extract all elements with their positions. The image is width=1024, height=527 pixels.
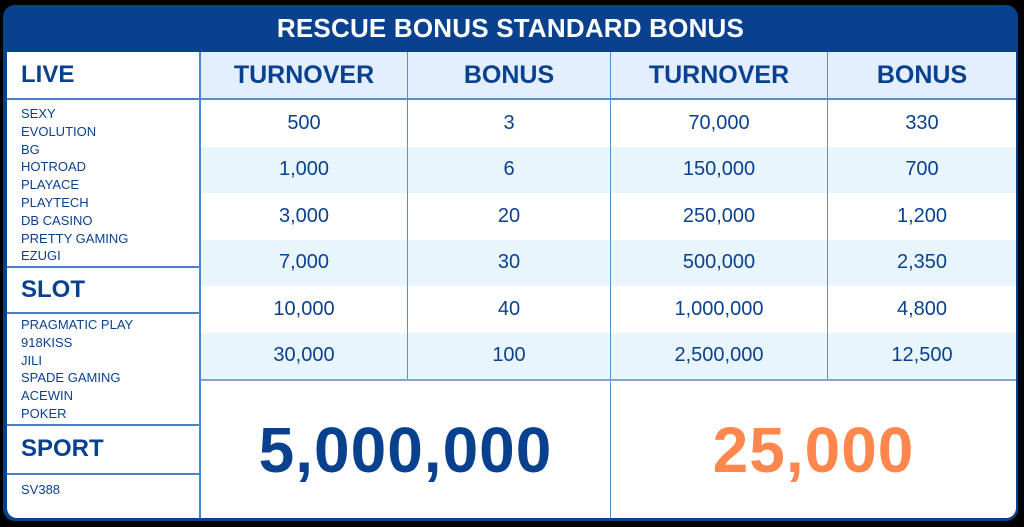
- cell: 3,000: [201, 193, 408, 240]
- cell: 4,800: [896, 297, 948, 320]
- table-row: 1,000 6 150,000 700: [201, 146, 1016, 193]
- provider-item: EVOLUTION: [21, 123, 97, 139]
- category-slot-providers: PRAGMATIC PLAY 918KISS JILI SPADE GAMING…: [7, 316, 199, 423]
- total-turnover: 5,000,000: [201, 381, 611, 518]
- cell: 30,000: [201, 332, 408, 379]
- provider-item: SV388: [21, 482, 61, 497]
- table-header: TURNOVER BONUS TURNOVER BONUS: [201, 52, 1016, 100]
- header-bonus-standard: BONUS: [876, 60, 968, 89]
- provider-item: PRETTY GAMING: [21, 230, 129, 246]
- provider-item: HOTROAD: [21, 159, 86, 175]
- divider: [7, 98, 199, 100]
- provider-item: PLAYACE: [21, 177, 80, 193]
- cell: 30: [408, 239, 611, 286]
- category-live-heading: LIVE: [21, 61, 75, 88]
- category-sport-heading: SPORT: [21, 435, 104, 462]
- provider-item: PLAYTECH: [21, 194, 89, 210]
- table-row: 500 3 70,000 330: [201, 100, 1016, 147]
- bonus-table: TURNOVER BONUS TURNOVER BONUS 500 3 70,0…: [201, 52, 1016, 385]
- cell: 150,000: [611, 146, 828, 193]
- cell: 700: [905, 158, 939, 181]
- table-body: 500 3 70,000 330 1,000 6 150,000 700 3,0…: [201, 100, 1016, 379]
- cell: 40: [408, 286, 611, 333]
- header-turnover-standard: TURNOVER: [611, 52, 828, 98]
- cell: 2,500,000: [611, 332, 828, 379]
- cell: 12,500: [891, 344, 953, 367]
- cell: 3: [408, 100, 611, 147]
- table-row: 7,000 30 500,000 2,350: [201, 239, 1016, 286]
- cell: 2,350: [896, 251, 948, 274]
- cell: 1,200: [896, 204, 948, 227]
- table-row: 30,000 100 2,500,000 12,500: [201, 332, 1016, 379]
- cell: 250,000: [611, 193, 828, 240]
- rescue-bonus-card: RESCUE BONUS STANDARD BONUS LIVE SEXY EV…: [3, 5, 1018, 521]
- header-bonus-rescue: BONUS: [408, 52, 611, 98]
- total-bonus: 25,000: [712, 413, 915, 486]
- table-row: 10,000 40 1,000,000 4,800: [201, 286, 1016, 333]
- provider-item: ACEWIN: [21, 388, 73, 404]
- category-live-providers: SEXY EVOLUTION BG HOTROAD PLAYACE PLAYTE…: [7, 105, 199, 265]
- provider-item: EZUGI: [21, 248, 61, 264]
- cell: 10,000: [201, 286, 408, 333]
- table-row: 3,000 20 250,000 1,200: [201, 193, 1016, 240]
- cell: 500,000: [611, 239, 828, 286]
- cell: 1,000,000: [611, 286, 828, 333]
- divider: [7, 473, 199, 475]
- provider-item: DB CASINO: [21, 212, 93, 228]
- cell: 1,000: [201, 146, 408, 193]
- cell: 7,000: [201, 239, 408, 286]
- totals-row: 5,000,000 25,000: [201, 381, 1016, 518]
- provider-item: BG: [21, 141, 40, 157]
- cell: 330: [905, 111, 939, 134]
- header-turnover-rescue: TURNOVER: [201, 52, 408, 98]
- cell: 20: [408, 193, 611, 240]
- divider: [7, 312, 199, 314]
- provider-item: JILI: [21, 352, 42, 368]
- category-slot-heading: SLOT: [21, 276, 85, 303]
- provider-item: POKER: [21, 405, 67, 421]
- divider: [7, 424, 199, 426]
- table-bottom-divider: [201, 379, 1016, 381]
- cell: 500: [201, 100, 408, 147]
- cell: 100: [408, 332, 611, 379]
- category-sport-providers: SV388: [7, 481, 199, 499]
- card-body: LIVE SEXY EVOLUTION BG HOTROAD PLAYACE P…: [7, 52, 1016, 518]
- divider: [7, 266, 199, 268]
- provider-column: LIVE SEXY EVOLUTION BG HOTROAD PLAYACE P…: [7, 52, 201, 518]
- cell: 70,000: [611, 100, 828, 147]
- provider-item: SEXY: [21, 106, 56, 121]
- cell: 6: [408, 146, 611, 193]
- card-title: RESCUE BONUS STANDARD BONUS: [276, 13, 745, 43]
- provider-item: SPADE GAMING: [21, 370, 121, 386]
- provider-item: PRAGMATIC PLAY: [21, 317, 134, 332]
- provider-item: 918KISS: [21, 334, 73, 350]
